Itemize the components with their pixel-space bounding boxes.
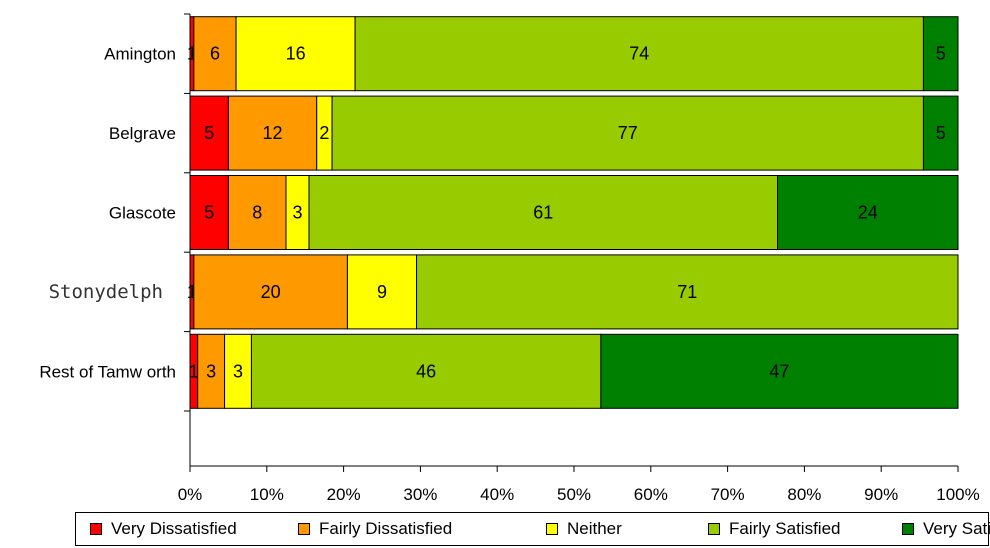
data-label: 47	[769, 361, 789, 381]
legend-label: Neither	[567, 519, 622, 538]
data-label: 3	[206, 361, 216, 381]
x-tick-label: 90%	[864, 485, 898, 504]
bar-segment	[227, 95, 318, 171]
bar-segment	[331, 95, 924, 171]
legend: Very Dissatisfied Fairly Dissatisfied Neit…	[75, 512, 990, 546]
bar-segment	[308, 175, 779, 250]
x-tick-label: 20%	[327, 485, 361, 504]
bar-segment	[235, 16, 356, 92]
category-label: Glascote	[109, 204, 176, 223]
data-label: 5	[936, 44, 946, 64]
x-tick-label: 80%	[787, 485, 821, 504]
legend-swatch	[546, 523, 558, 535]
data-label: 5	[936, 123, 946, 143]
legend-item: Very Satisfied	[902, 513, 990, 545]
legend-label: Fairly Satisfied	[729, 519, 841, 538]
bar-segment	[346, 254, 418, 330]
bar-segment	[189, 175, 229, 250]
x-tick-label: 0%	[178, 485, 203, 504]
data-label: 1	[189, 361, 199, 381]
x-tick-label: 40%	[480, 485, 514, 504]
bar-segment	[193, 16, 237, 92]
data-label: 8	[252, 203, 262, 223]
data-label: 5	[204, 123, 214, 143]
category-label: Belgrave	[109, 124, 176, 143]
x-tick-label: 30%	[403, 485, 437, 504]
data-label: 5	[204, 203, 214, 223]
data-label: 20	[261, 282, 281, 302]
legend-item: Fairly Dissatisfied	[298, 513, 452, 545]
bar-segment	[250, 333, 602, 409]
bars-group: 1 6 16 74 55 12 2 77 55 8 3 61 241 20 9 711 3 3 46 47	[187, 16, 959, 409]
data-label: 3	[293, 203, 303, 223]
data-label: 61	[533, 203, 553, 223]
x-tick-label: 60%	[634, 485, 668, 504]
legend-item: Neither	[546, 513, 622, 545]
category-label: Amington	[104, 45, 176, 64]
bar-segment	[193, 254, 348, 330]
x-axis: 0% 10% 20% 30% 40% 50% 60% 70% 80% 90% 100%	[178, 13, 980, 504]
legend-label: Very Dissatisfied	[111, 519, 237, 538]
legend-swatch	[708, 523, 720, 535]
data-label: 2	[319, 123, 329, 143]
category-label: Rest of Tamw orth	[39, 362, 176, 381]
bar-segment	[777, 175, 959, 250]
bar-segment	[354, 16, 924, 92]
data-label: 16	[286, 44, 306, 64]
bar-segment	[416, 254, 959, 330]
bar-segment	[224, 333, 252, 409]
category-labels: Amington Belgrave Glascote Stonydelph Rest o…	[39, 45, 176, 382]
legend-swatch	[90, 523, 102, 535]
data-label: 71	[677, 282, 697, 302]
legend-item: Fairly Satisfied	[708, 513, 840, 545]
x-tick-label: 50%	[557, 485, 591, 504]
data-label: 46	[416, 361, 436, 381]
bar-segment	[197, 333, 226, 409]
data-label: 1	[187, 282, 197, 302]
data-label: 77	[618, 123, 638, 143]
x-tick-label: 100%	[936, 485, 979, 504]
data-label: 3	[233, 361, 243, 381]
legend-item: Very Dissatisfied	[90, 513, 237, 545]
category-label: Stonydelph	[49, 281, 163, 303]
legend-swatch	[298, 523, 310, 535]
x-tick-label: 70%	[711, 485, 745, 504]
data-label: 1	[187, 44, 197, 64]
data-label: 12	[263, 123, 283, 143]
bar-segment	[600, 333, 959, 409]
stacked-bar-chart: 1 6 16 74 55 12 2 77 55 8 3 61 241 20 9 711 3 3 46 47 Aming…	[39, 13, 980, 504]
x-tick-label: 10%	[250, 485, 284, 504]
legend-swatch	[902, 523, 914, 535]
data-label: 9	[377, 282, 387, 302]
data-label: 24	[858, 203, 878, 223]
data-label: 6	[210, 44, 220, 64]
legend-label: Very Satisfied	[923, 519, 990, 538]
bar-segment	[922, 95, 959, 171]
bar-segment	[922, 16, 959, 92]
data-label: 74	[629, 44, 649, 64]
legend-label: Fairly Dissatisfied	[319, 519, 453, 538]
